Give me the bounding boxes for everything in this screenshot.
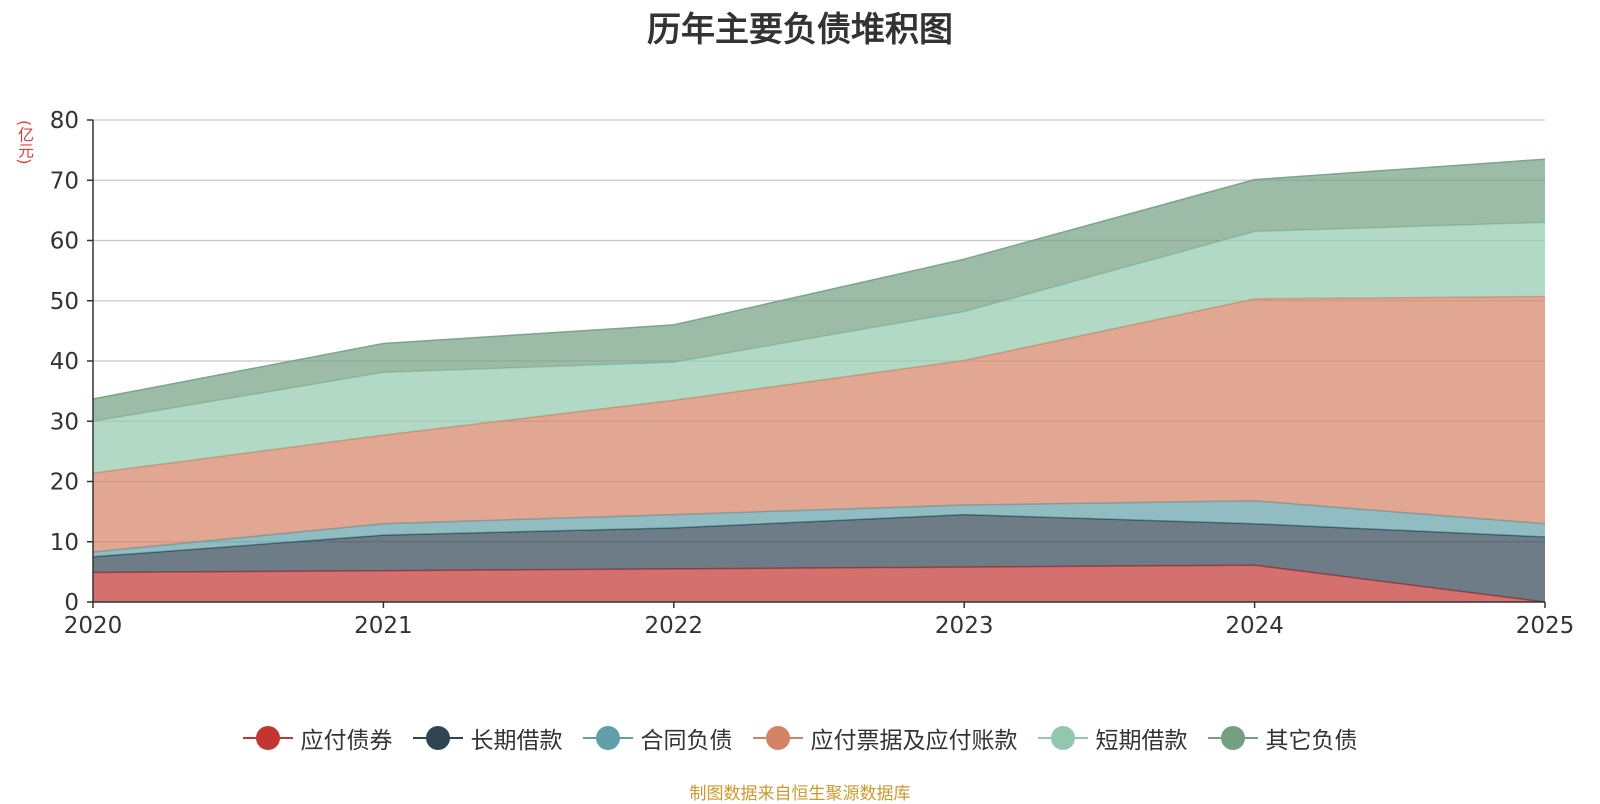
x-tick-label: 2023 [935, 613, 994, 639]
legend-label: 长期借款 [470, 728, 563, 754]
source-note: 制图数据来自恒生聚源数据库 [689, 784, 911, 804]
y-tick-label: 10 [50, 530, 79, 556]
legend: 应付债券 长期借款 合同负债 应付票据及应付账款 短期借款 其它负债 [0, 718, 1600, 758]
y-tick-label: 70 [50, 168, 79, 194]
y-tick-label: 60 [50, 229, 79, 255]
legend-marker-icon [1037, 725, 1088, 751]
x-tick-label: 2022 [645, 613, 704, 639]
y-tick-label: 80 [50, 108, 79, 134]
y-tick-label: 20 [50, 470, 79, 496]
legend-item-4[interactable]: 应付票据及应付账款 [752, 721, 1018, 755]
legend-label: 其它负债 [1265, 728, 1358, 754]
area-series-4 [93, 296, 1545, 552]
area-series-5 [93, 222, 1545, 474]
x-tick-label: 2025 [1516, 613, 1575, 639]
legend-label: 短期借款 [1095, 728, 1188, 754]
y-tick-label: 40 [50, 349, 79, 375]
y-tick-label: 0 [64, 590, 79, 616]
legend-label: 应付债券 [300, 728, 393, 754]
legend-item-6[interactable]: 其它负债 [1207, 721, 1358, 755]
legend-item-2[interactable]: 长期借款 [412, 721, 563, 755]
legend-marker-icon [582, 725, 633, 751]
legend-label: 合同负债 [640, 728, 733, 754]
legend-marker-icon [412, 725, 463, 751]
x-tick-label: 2021 [354, 613, 413, 639]
y-tick-label: 30 [50, 409, 79, 435]
area-series-3 [93, 500, 1545, 557]
legend-marker-icon [242, 725, 293, 751]
area-series-6 [93, 159, 1545, 422]
legend-marker-icon [752, 725, 803, 751]
series-line-6 [92, 158, 1546, 400]
legend-marker-icon [1207, 725, 1258, 751]
area-series-1 [93, 565, 1545, 602]
y-axis-unit: (亿元) [15, 120, 34, 165]
x-tick-label: 2024 [1225, 613, 1284, 639]
legend-item-3[interactable]: 合同负债 [582, 721, 733, 755]
legend-item-1[interactable]: 应付债券 [242, 721, 393, 755]
legend-item-5[interactable]: 短期借款 [1037, 721, 1188, 755]
chart-title: 历年主要负债堆积图 [647, 10, 953, 50]
area-series-2 [93, 514, 1545, 602]
legend-label: 应付票据及应付账款 [810, 728, 1018, 754]
x-tick-label: 2020 [64, 613, 123, 639]
y-tick-label: 50 [50, 289, 79, 315]
